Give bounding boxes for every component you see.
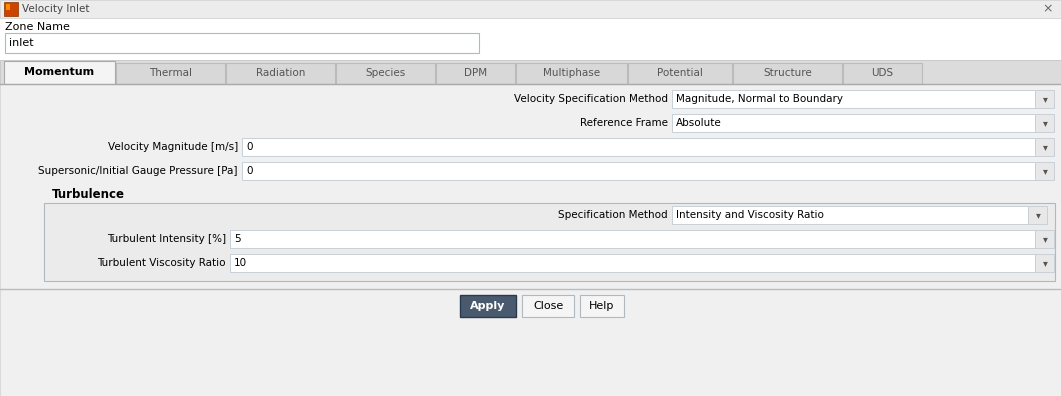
Bar bbox=[843, 63, 922, 84]
Bar bbox=[672, 114, 1034, 132]
Bar bbox=[5, 33, 479, 53]
Bar bbox=[0, 60, 1061, 84]
Bar bbox=[242, 162, 1034, 180]
Bar bbox=[580, 295, 624, 317]
Text: Reference Frame: Reference Frame bbox=[580, 118, 668, 128]
Text: Species: Species bbox=[365, 68, 405, 78]
Text: ▾: ▾ bbox=[1043, 166, 1047, 176]
Text: Magnitude, Normal to Boundary: Magnitude, Normal to Boundary bbox=[676, 94, 843, 104]
Bar bbox=[628, 63, 732, 84]
Text: Supersonic/Initial Gauge Pressure [Pa]: Supersonic/Initial Gauge Pressure [Pa] bbox=[38, 166, 238, 176]
Bar bbox=[226, 63, 335, 84]
Bar bbox=[522, 295, 574, 317]
Bar bbox=[1034, 138, 1054, 156]
Text: Thermal: Thermal bbox=[149, 68, 192, 78]
Text: UDS: UDS bbox=[871, 68, 893, 78]
Text: Absolute: Absolute bbox=[676, 118, 721, 128]
Bar bbox=[1034, 162, 1054, 180]
Text: Zone Name: Zone Name bbox=[5, 22, 70, 32]
Bar bbox=[1034, 254, 1054, 272]
Text: Structure: Structure bbox=[763, 68, 812, 78]
Text: Velocity Inlet: Velocity Inlet bbox=[22, 4, 89, 14]
Text: 0: 0 bbox=[246, 142, 253, 152]
Text: DPM: DPM bbox=[464, 68, 487, 78]
Text: ▾: ▾ bbox=[1043, 258, 1047, 268]
Text: ▾: ▾ bbox=[1043, 234, 1047, 244]
Bar bbox=[1034, 230, 1054, 248]
Text: 0: 0 bbox=[246, 166, 253, 176]
Bar bbox=[1034, 114, 1054, 132]
Bar bbox=[0, 0, 1061, 18]
Bar bbox=[336, 63, 435, 84]
Text: ▾: ▾ bbox=[1043, 142, 1047, 152]
Text: 10: 10 bbox=[234, 258, 247, 268]
Bar bbox=[1034, 90, 1054, 108]
Text: Close: Close bbox=[533, 301, 563, 311]
Text: Radiation: Radiation bbox=[256, 68, 306, 78]
Text: ▾: ▾ bbox=[1043, 94, 1047, 104]
Text: Turbulent Intensity [%]: Turbulent Intensity [%] bbox=[107, 234, 226, 244]
Bar bbox=[44, 203, 1055, 281]
Text: Apply: Apply bbox=[470, 301, 506, 311]
Bar bbox=[230, 230, 1034, 248]
Text: ▾: ▾ bbox=[1043, 118, 1047, 128]
Text: Help: Help bbox=[589, 301, 614, 311]
Bar bbox=[1028, 206, 1047, 224]
Bar bbox=[436, 63, 515, 84]
Text: Specification Method: Specification Method bbox=[558, 210, 668, 220]
Text: inlet: inlet bbox=[8, 38, 34, 48]
Text: 5: 5 bbox=[234, 234, 241, 244]
Text: Turbulence: Turbulence bbox=[52, 188, 125, 202]
Text: ▾: ▾ bbox=[1036, 210, 1041, 220]
Bar bbox=[4, 2, 18, 16]
Text: Intensity and Viscosity Ratio: Intensity and Viscosity Ratio bbox=[676, 210, 824, 220]
Bar bbox=[230, 254, 1034, 272]
Bar bbox=[0, 84, 1061, 396]
Text: ×: × bbox=[1043, 2, 1054, 15]
Text: Potential: Potential bbox=[657, 68, 703, 78]
Text: Velocity Specification Method: Velocity Specification Method bbox=[514, 94, 668, 104]
Text: Multiphase: Multiphase bbox=[543, 68, 601, 78]
Text: Turbulent Viscosity Ratio: Turbulent Viscosity Ratio bbox=[98, 258, 226, 268]
Bar bbox=[242, 138, 1034, 156]
Text: Momentum: Momentum bbox=[24, 67, 94, 77]
Bar bbox=[672, 90, 1034, 108]
Bar bbox=[116, 63, 225, 84]
Text: Velocity Magnitude [m/s]: Velocity Magnitude [m/s] bbox=[108, 142, 238, 152]
Bar bbox=[4, 61, 115, 84]
Bar bbox=[6, 4, 10, 10]
Bar bbox=[672, 206, 1028, 224]
Bar bbox=[733, 63, 842, 84]
Bar bbox=[516, 63, 627, 84]
Bar bbox=[460, 295, 516, 317]
